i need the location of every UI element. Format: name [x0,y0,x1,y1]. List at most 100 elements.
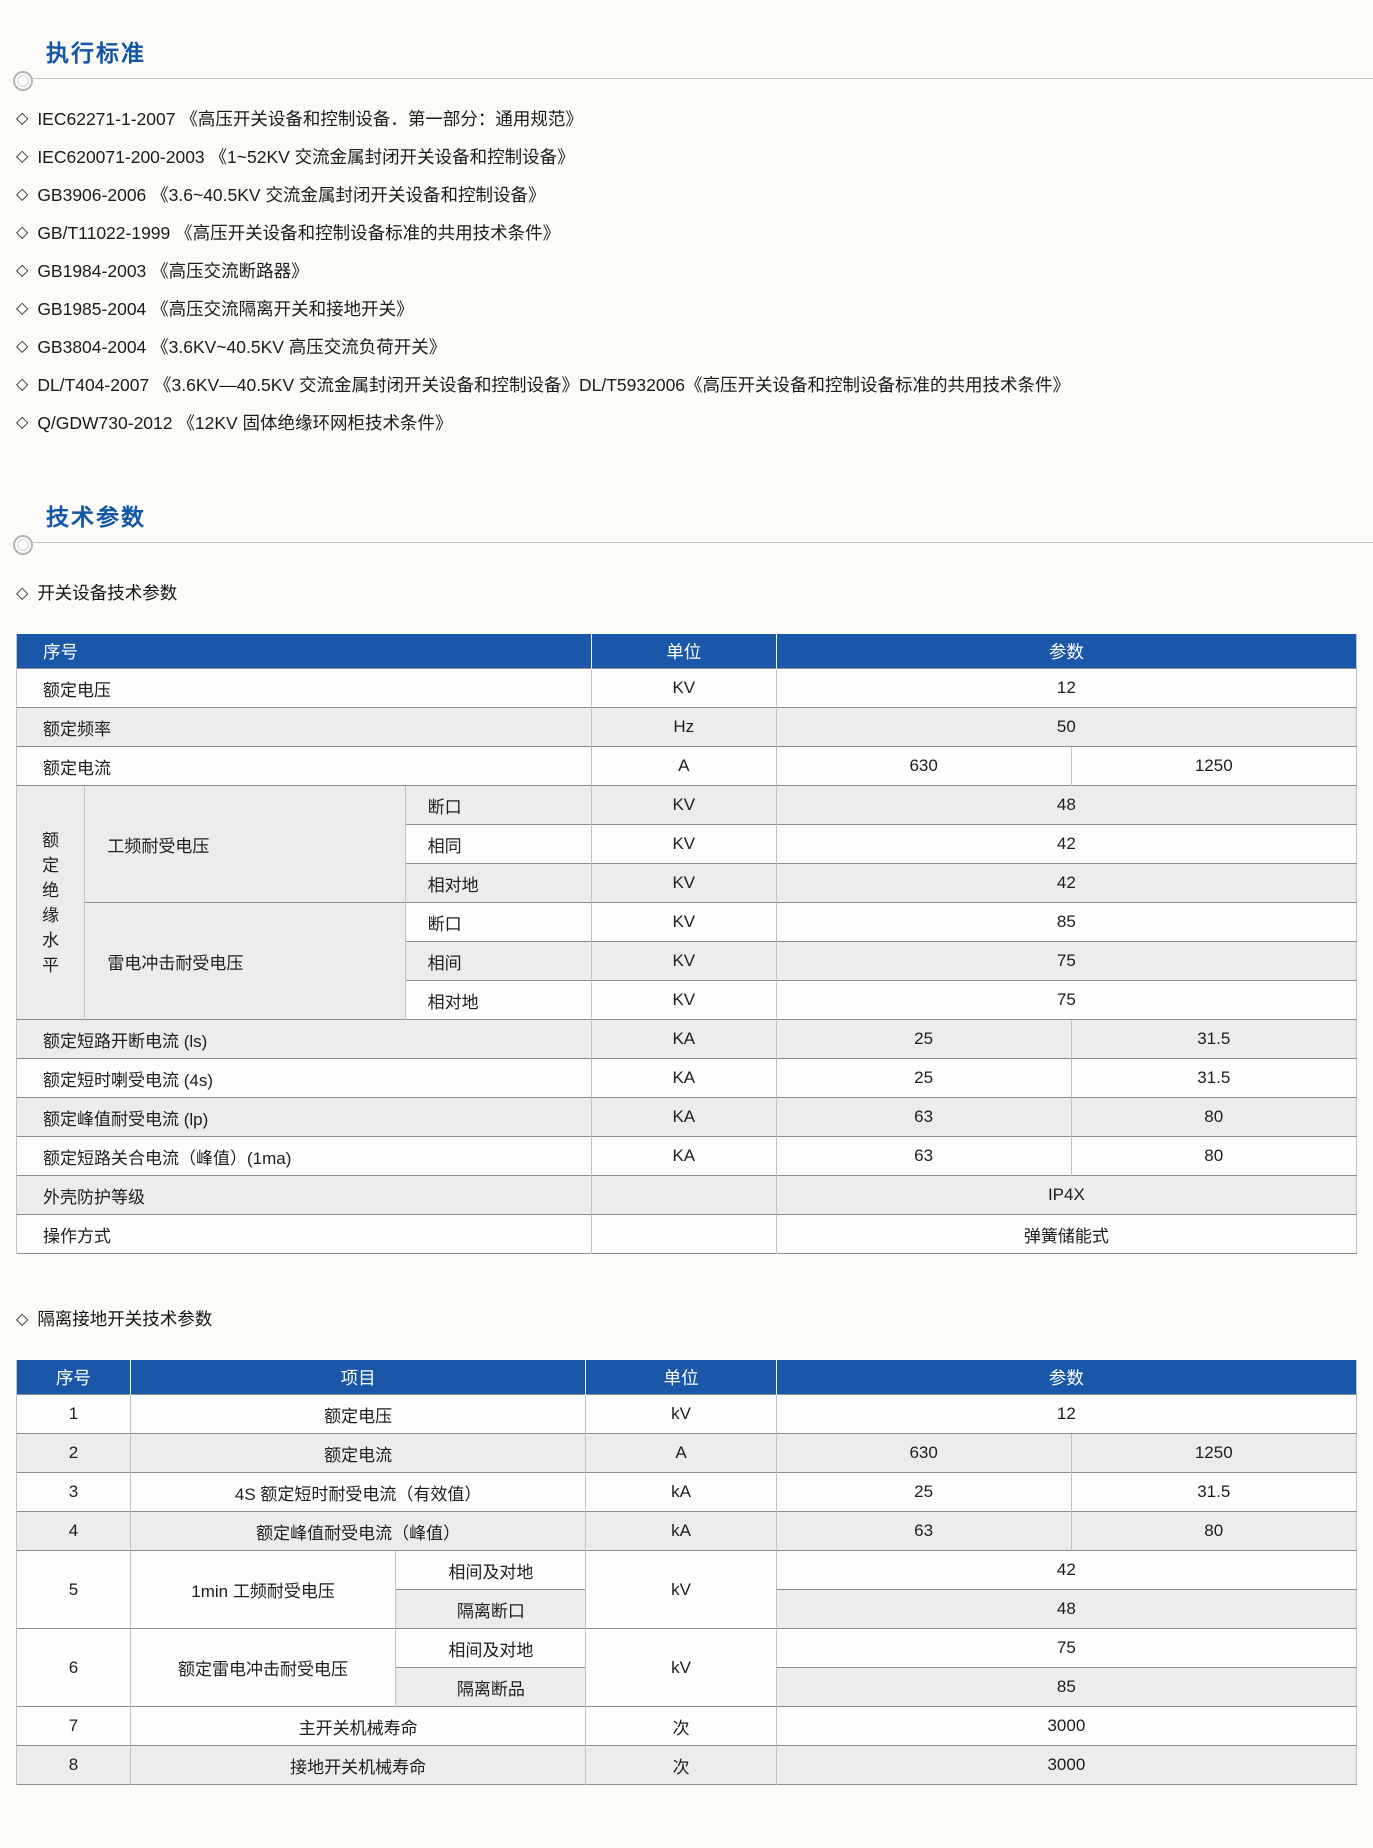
standards-list-item: ◇ GB3804-2004 《3.6KV~40.5KV 高压交流负荷开关》 [16,327,1357,365]
cell-value: 3000 [775,1706,1357,1746]
row-lightning-phase: 相间 KV 75 [17,941,1357,981]
row-power-freq-break: 隔离断口 48 [17,1589,1357,1629]
cell-insulation-group: 额定绝缘水平 [15,785,85,1020]
section-ring-icon [13,535,33,555]
row-rated-current: 2 额定电流 A 630 1250 [16,1433,1357,1473]
cell-unit: KA [590,1097,777,1137]
switchgear-subtitle-text: 开关设备技术参数 [37,583,178,603]
standard-text: Q/GDW730-2012 《12KV 固体绝缘环网柜技术条件》 [37,412,453,433]
cell-unit: KV [590,863,777,903]
cell-no: 8 [16,1745,131,1785]
standard-text: IEC620071-200-2003 《1~52KV 交流金属封闭开关设备和控制… [37,146,575,167]
diamond-bullet-icon: ◇ [16,224,29,241]
cell-label: 外壳防护等级 [16,1175,592,1215]
standards-section-header: 执行标准 [13,34,1373,91]
cell-item: 额定雷电冲击耐受电压 [129,1628,396,1707]
row-lightning-break: 隔离断品 85 [17,1667,1357,1707]
section-divider-line [26,542,1373,543]
cell-value: 48 [775,1589,1357,1629]
cell-sub-label: 隔离断口 [395,1589,586,1629]
cell-no: 3 [16,1472,131,1512]
diamond-bullet-icon: ◇ [16,148,29,165]
cell-unit-empty [590,1175,777,1215]
cell-unit: kV [585,1550,777,1629]
cell-unit: kA [585,1511,777,1551]
cell-item: 额定峰值耐受电流（峰值） [129,1511,586,1551]
row-rated-voltage: 1 额定电压 kV 12 [16,1394,1357,1434]
catalog-page: 执行标准 ◇ IEC62271-1-2007 《高压开关设备和控制设备．第一部分… [13,34,1373,1785]
cell-sub-label: 相同 [404,824,592,864]
column-header-no: 序号 [16,1360,131,1395]
cell-value: 48 [775,785,1357,825]
cell-value: 12 [775,1394,1357,1434]
section-ring-icon [13,71,33,91]
cell-value: 85 [775,902,1357,942]
standards-section-title: 执行标准 [46,40,146,66]
standards-list-item: ◇ IEC620071-200-2003 《1~52KV 交流金属封闭开关设备和… [16,137,1357,175]
column-header-param: 参数 [775,634,1357,669]
standards-list-item: ◇ IEC62271-1-2007 《高压开关设备和控制设备．第一部分：通用规范… [16,99,1357,137]
standards-list-item: ◇ GB/T11022-1999 《高压开关设备和控制设备标准的共用技术条件》 [16,213,1357,251]
cell-unit: KA [590,1019,777,1059]
cell-unit: KV [590,941,777,981]
row-power-freq-phase: 相同 KV 42 [17,824,1357,864]
cell-unit: A [585,1433,777,1473]
diamond-bullet-icon: ◇ [16,338,29,355]
cell-value: 31.5 [1070,1058,1357,1098]
cell-unit: KA [590,1136,777,1176]
row-power-freq-phase: 5 1min 工频耐受电压 相间及对地 kV 42 [16,1550,1357,1629]
cell-value: 42 [775,824,1357,864]
cell-value: 85 [775,1667,1357,1707]
diamond-bullet-icon: ◇ [16,262,29,279]
cell-value: 75 [775,1628,1357,1668]
diamond-bullet-icon: ◇ [16,186,29,203]
cell-value-630: 630 [775,746,1072,786]
tech-section-title: 技术参数 [46,504,146,530]
row-lightning-break: 雷电冲击耐受电压 断口 KV 85 [17,902,1357,1020]
cell-sub-label: 相间及对地 [395,1628,586,1668]
cell-value: 弹簧储能式 [775,1214,1357,1254]
standard-text: GB1985-2004 《高压交流隔离开关和接地开关》 [37,298,414,319]
row-rated-voltage: 额定电压 KV 12 [16,668,1357,708]
cell-unit: 次 [585,1706,777,1746]
cell-value: 63 [775,1511,1072,1551]
cell-label: 操作方式 [16,1214,592,1254]
tech-section-header: 技术参数 [13,498,1373,555]
cell-item: 主开关机械寿命 [129,1706,586,1746]
column-header-param: 参数 [775,1360,1357,1395]
standards-list-item: ◇ GB3906-2006 《3.6~40.5KV 交流金属封闭开关设备和控制设… [16,175,1357,213]
row-rated-frequency: 额定频率 Hz 50 [16,707,1357,747]
cell-value: 80 [1070,1511,1357,1551]
cell-value: 630 [775,1433,1072,1473]
standard-text: GB3804-2004 《3.6KV~40.5KV 高压交流负荷开关》 [37,336,447,357]
cell-value: 75 [775,941,1357,981]
cell-sub-label: 相间 [404,941,592,981]
diamond-bullet-icon: ◇ [16,584,29,602]
standards-list-item: ◇ Q/GDW730-2012 《12KV 固体绝缘环网柜技术条件》 [16,403,1357,441]
cell-unit: kA [585,1472,777,1512]
cell-value: 25 [775,1472,1072,1512]
column-header-no: 序号 [16,634,592,669]
row-main-switch-life: 7 主开关机械寿命 次 3000 [16,1706,1357,1746]
cell-item: 接地开关机械寿命 [129,1745,586,1785]
cell-sub-label: 隔离断品 [395,1667,586,1707]
row-peak-current: 4 额定峰值耐受电流（峰值） kA 63 80 [16,1511,1357,1551]
cell-value: 31.5 [1070,1472,1357,1512]
column-header-unit: 单位 [585,1360,777,1395]
cell-value: 31.5 [1070,1019,1357,1059]
standard-text: GB/T11022-1999 《高压开关设备和控制设备标准的共用技术条件》 [37,222,561,243]
cell-value: 80 [1070,1097,1357,1137]
standard-text: GB1984-2003 《高压交流断路器》 [37,260,309,281]
cell-no: 1 [16,1394,131,1434]
cell-value: 63 [775,1136,1072,1176]
diamond-bullet-icon: ◇ [16,110,29,127]
cell-sub-label: 相对地 [404,863,592,903]
row-lightning-ground: 相对地 KV 75 [17,980,1357,1020]
cell-label: 额定短时喇受电流 (4s) [16,1058,592,1098]
cell-value: 80 [1070,1136,1357,1176]
cell-value: 3000 [775,1745,1357,1785]
cell-value: 63 [775,1097,1072,1137]
standard-text: IEC62271-1-2007 《高压开关设备和控制设备．第一部分：通用规范》 [37,108,583,129]
cell-sub-label: 断口 [404,902,592,942]
table-header-row: 序号 单位 参数 [16,634,1357,669]
